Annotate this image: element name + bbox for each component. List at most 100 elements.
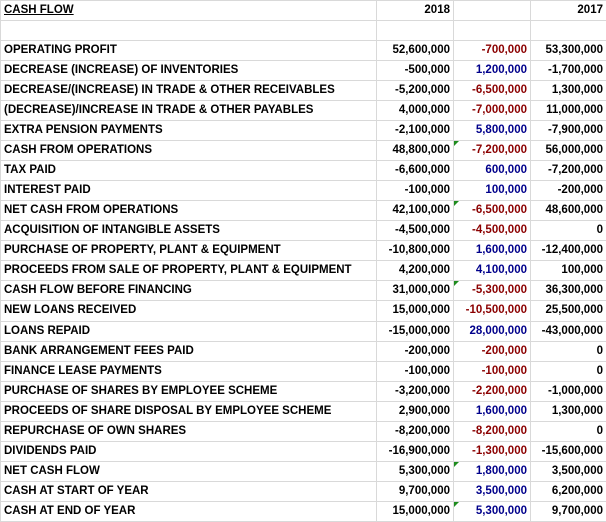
prior-year-value-cell[interactable]: -1,000,000 — [530, 380, 606, 402]
prior-year-value-cell[interactable]: 1,300,000 — [530, 80, 606, 102]
difference-value-cell[interactable]: 3,500,000 — [453, 480, 531, 502]
difference-value-cell[interactable]: -8,200,000 — [453, 420, 531, 442]
current-year-value-cell[interactable]: 9,700,000 — [376, 480, 454, 502]
current-year-value-cell[interactable]: -3,200,000 — [376, 380, 454, 402]
prior-year-value-cell[interactable]: -7,200,000 — [530, 160, 606, 182]
prior-year-value-cell[interactable]: 53,300,000 — [530, 40, 606, 62]
difference-value-cell[interactable]: -100,000 — [453, 360, 531, 382]
row-label-cell[interactable]: FINANCE LEASE PAYMENTS — [0, 360, 377, 382]
difference-value-cell[interactable]: 1,600,000 — [453, 400, 531, 422]
current-year-value-cell[interactable]: 52,600,000 — [376, 40, 454, 62]
difference-value-cell[interactable]: -700,000 — [453, 40, 531, 62]
blank-cell[interactable] — [530, 20, 606, 42]
current-year-value-cell[interactable]: -500,000 — [376, 60, 454, 82]
difference-value-cell[interactable]: -200,000 — [453, 340, 531, 362]
difference-value-cell[interactable]: 28,000,000 — [453, 320, 531, 342]
prior-year-value-cell[interactable]: 0 — [530, 220, 606, 242]
current-year-value-cell[interactable]: 5,300,000 — [376, 460, 454, 482]
row-label-cell[interactable]: NET CASH FLOW — [0, 460, 377, 482]
difference-value-cell[interactable]: -10,500,000 — [453, 300, 531, 322]
prior-year-value-cell[interactable]: 36,300,000 — [530, 280, 606, 302]
row-label-cell[interactable]: DIVIDENDS PAID — [0, 440, 377, 462]
row-label-cell[interactable]: PURCHASE OF PROPERTY, PLANT & EQUIPMENT — [0, 240, 377, 262]
current-year-value-cell[interactable]: -2,100,000 — [376, 120, 454, 142]
difference-value-cell[interactable]: 600,000 — [453, 160, 531, 182]
difference-value-cell[interactable]: -2,200,000 — [453, 380, 531, 402]
row-label-cell[interactable]: INTEREST PAID — [0, 180, 377, 202]
current-year-value-cell[interactable]: -100,000 — [376, 360, 454, 382]
sheet-title-cell[interactable]: CASH FLOW — [0, 0, 377, 22]
prior-year-value-cell[interactable]: 100,000 — [530, 260, 606, 282]
current-year-value-cell[interactable]: 15,000,000 — [376, 300, 454, 322]
difference-value-cell[interactable]: 1,800,000 — [453, 460, 531, 482]
difference-value-cell[interactable]: -6,500,000 — [453, 80, 531, 102]
row-label-cell[interactable]: PURCHASE OF SHARES BY EMPLOYEE SCHEME — [0, 380, 377, 402]
row-label-cell[interactable]: ACQUISITION OF INTANGIBLE ASSETS — [0, 220, 377, 242]
row-label-cell[interactable]: PROCEEDS OF SHARE DISPOSAL BY EMPLOYEE S… — [0, 400, 377, 422]
prior-year-value-cell[interactable]: 56,000,000 — [530, 140, 606, 162]
current-year-value-cell[interactable]: -5,200,000 — [376, 80, 454, 102]
difference-value-cell[interactable]: -5,300,000 — [453, 280, 531, 302]
difference-value-cell[interactable]: 1,200,000 — [453, 60, 531, 82]
prior-year-value-cell[interactable]: 0 — [530, 360, 606, 382]
prior-year-value-cell[interactable]: 3,500,000 — [530, 460, 606, 482]
blank-cell[interactable] — [376, 20, 454, 42]
row-label-cell[interactable]: NEW LOANS RECEIVED — [0, 300, 377, 322]
blank-cell[interactable] — [0, 20, 377, 42]
prior-year-value-cell[interactable]: 1,300,000 — [530, 400, 606, 422]
prior-year-value-cell[interactable]: -200,000 — [530, 180, 606, 202]
header-prior-year-cell[interactable]: 2017 — [530, 0, 606, 22]
difference-value-cell[interactable]: -6,500,000 — [453, 200, 531, 222]
difference-value-cell[interactable]: -7,000,000 — [453, 100, 531, 122]
difference-value-cell[interactable]: -1,300,000 — [453, 440, 531, 462]
current-year-value-cell[interactable]: 2,900,000 — [376, 400, 454, 422]
blank-cell[interactable] — [453, 20, 531, 42]
current-year-value-cell[interactable]: -15,000,000 — [376, 320, 454, 342]
current-year-value-cell[interactable]: 42,100,000 — [376, 200, 454, 222]
current-year-value-cell[interactable]: 48,800,000 — [376, 140, 454, 162]
difference-value-cell[interactable]: 4,100,000 — [453, 260, 531, 282]
prior-year-value-cell[interactable]: -12,400,000 — [530, 240, 606, 262]
current-year-value-cell[interactable]: -200,000 — [376, 340, 454, 362]
prior-year-value-cell[interactable]: -15,600,000 — [530, 440, 606, 462]
difference-value-cell[interactable]: -4,500,000 — [453, 220, 531, 242]
current-year-value-cell[interactable]: 31,000,000 — [376, 280, 454, 302]
row-label-cell[interactable]: DECREASE/(INCREASE) IN TRADE & OTHER REC… — [0, 80, 377, 102]
row-label-cell[interactable]: CASH AT END OF YEAR — [0, 500, 377, 522]
prior-year-value-cell[interactable]: 9,700,000 — [530, 500, 606, 522]
prior-year-value-cell[interactable]: -7,900,000 — [530, 120, 606, 142]
header-difference-cell[interactable] — [453, 0, 531, 22]
current-year-value-cell[interactable]: -100,000 — [376, 180, 454, 202]
current-year-value-cell[interactable]: -6,600,000 — [376, 160, 454, 182]
row-label-cell[interactable]: REPURCHASE OF OWN SHARES — [0, 420, 377, 442]
current-year-value-cell[interactable]: -16,900,000 — [376, 440, 454, 462]
row-label-cell[interactable]: (DECREASE)/INCREASE IN TRADE & OTHER PAY… — [0, 100, 377, 122]
row-label-cell[interactable]: TAX PAID — [0, 160, 377, 182]
prior-year-value-cell[interactable]: 6,200,000 — [530, 480, 606, 502]
difference-value-cell[interactable]: -7,200,000 — [453, 140, 531, 162]
prior-year-value-cell[interactable]: -1,700,000 — [530, 60, 606, 82]
prior-year-value-cell[interactable]: 0 — [530, 340, 606, 362]
prior-year-value-cell[interactable]: 48,600,000 — [530, 200, 606, 222]
current-year-value-cell[interactable]: 15,000,000 — [376, 500, 454, 522]
prior-year-value-cell[interactable]: 11,000,000 — [530, 100, 606, 122]
row-label-cell[interactable]: BANK ARRANGEMENT FEES PAID — [0, 340, 377, 362]
current-year-value-cell[interactable]: -4,500,000 — [376, 220, 454, 242]
current-year-value-cell[interactable]: -8,200,000 — [376, 420, 454, 442]
prior-year-value-cell[interactable]: 0 — [530, 420, 606, 442]
prior-year-value-cell[interactable]: 25,500,000 — [530, 300, 606, 322]
difference-value-cell[interactable]: 100,000 — [453, 180, 531, 202]
row-label-cell[interactable]: PROCEEDS FROM SALE OF PROPERTY, PLANT & … — [0, 260, 377, 282]
header-current-year-cell[interactable]: 2018 — [376, 0, 454, 22]
row-label-cell[interactable]: CASH AT START OF YEAR — [0, 480, 377, 502]
row-label-cell[interactable]: DECREASE (INCREASE) OF INVENTORIES — [0, 60, 377, 82]
difference-value-cell[interactable]: 5,800,000 — [453, 120, 531, 142]
row-label-cell[interactable]: CASH FLOW BEFORE FINANCING — [0, 280, 377, 302]
current-year-value-cell[interactable]: 4,000,000 — [376, 100, 454, 122]
row-label-cell[interactable]: EXTRA PENSION PAYMENTS — [0, 120, 377, 142]
current-year-value-cell[interactable]: -10,800,000 — [376, 240, 454, 262]
row-label-cell[interactable]: LOANS REPAID — [0, 320, 377, 342]
row-label-cell[interactable]: NET CASH FROM OPERATIONS — [0, 200, 377, 222]
current-year-value-cell[interactable]: 4,200,000 — [376, 260, 454, 282]
difference-value-cell[interactable]: 5,300,000 — [453, 500, 531, 522]
